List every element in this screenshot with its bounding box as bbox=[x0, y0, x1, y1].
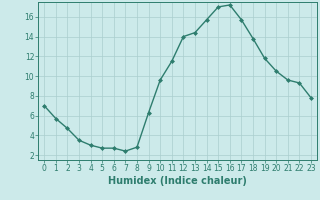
X-axis label: Humidex (Indice chaleur): Humidex (Indice chaleur) bbox=[108, 176, 247, 186]
